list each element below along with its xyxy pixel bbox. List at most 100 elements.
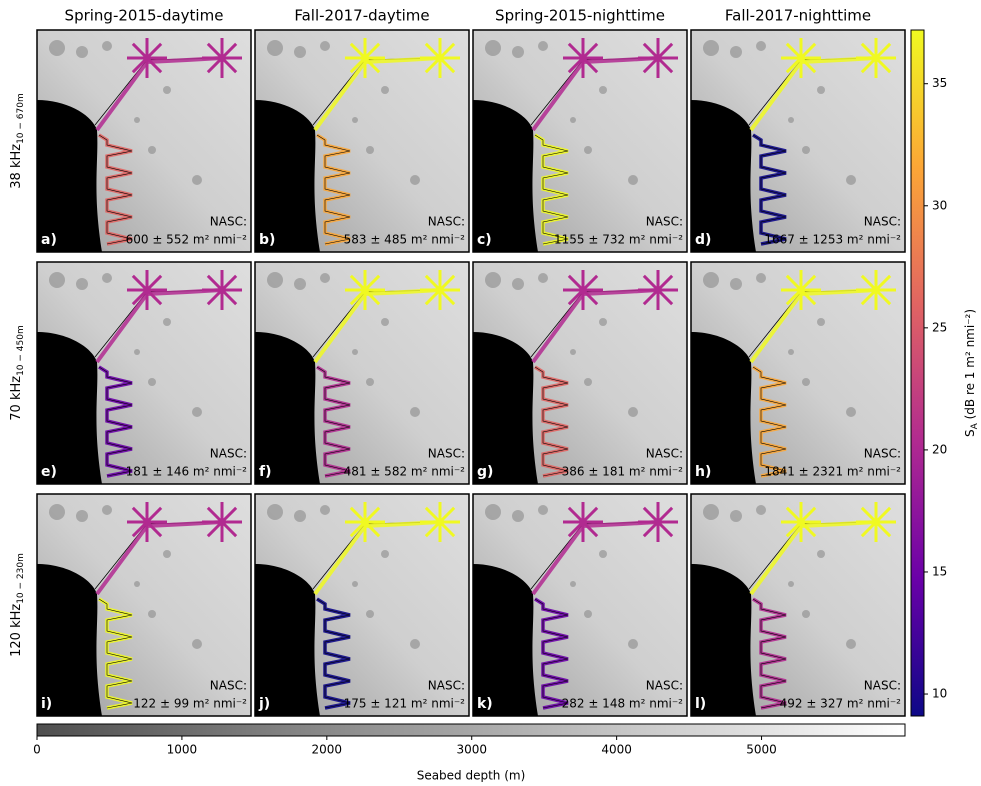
land: [691, 564, 756, 716]
map-panel: i)NASC:122 ± 99 m² nmi⁻²: [37, 494, 251, 716]
seamount: [846, 407, 856, 417]
seamount: [267, 504, 283, 520]
nasc-label: NASC:: [864, 679, 901, 693]
seamount: [730, 46, 742, 58]
seamount: [730, 278, 742, 290]
seamount: [163, 550, 171, 558]
seamount: [570, 117, 576, 123]
map-panel: e)NASC:181 ± 146 m² nmi⁻²: [37, 262, 251, 484]
colorbar-tick-label: 30: [932, 198, 947, 212]
seamount: [817, 318, 825, 326]
nasc-label: NASC:: [210, 215, 247, 229]
panel-letter: g): [477, 464, 493, 480]
seamount: [352, 117, 358, 123]
seamount: [320, 505, 330, 515]
panel-letter: e): [41, 464, 57, 480]
seamount: [102, 505, 112, 515]
nasc-value: 600 ± 552 m² nmi⁻²: [126, 233, 248, 247]
seamount: [148, 378, 156, 386]
seamount: [538, 273, 548, 283]
colorbar-tick-label: 35: [932, 76, 947, 90]
seamount: [267, 272, 283, 288]
seamount: [148, 610, 156, 618]
seamount: [538, 505, 548, 515]
seamount: [599, 318, 607, 326]
seamount: [599, 550, 607, 558]
row-label-main: 120 kHz: [9, 604, 24, 657]
seamount: [802, 610, 810, 618]
depth-tick-label: 2000: [312, 743, 343, 757]
land: [473, 100, 538, 252]
seamount: [599, 86, 607, 94]
seamount: [76, 46, 88, 58]
seamount: [485, 504, 501, 520]
seamount: [628, 175, 638, 185]
nasc-value: 583 ± 485 m² nmi⁻²: [344, 233, 466, 247]
colorbar-tick-label: 15: [932, 564, 947, 578]
seamount: [49, 504, 65, 520]
seamount: [730, 510, 742, 522]
row-label-main: 38 kHz: [9, 144, 24, 189]
seamount: [102, 41, 112, 51]
seamount: [628, 407, 638, 417]
figure: Spring-2015-daytimeFall-2017-daytimeSpri…: [0, 0, 981, 786]
land: [37, 564, 102, 716]
seamount: [584, 378, 592, 386]
seamount: [134, 117, 140, 123]
seamount: [76, 278, 88, 290]
row-label-main: 70 kHz: [9, 376, 24, 421]
depth-tick-label: 5000: [746, 743, 777, 757]
panel-letter: d): [695, 232, 711, 248]
seamount: [512, 46, 524, 58]
nasc-value: 181 ± 146 m² nmi⁻²: [126, 465, 248, 479]
seamount: [485, 272, 501, 288]
panel-letter: i): [41, 696, 52, 712]
seamount: [485, 40, 501, 56]
map-panel: h)NASC:1841 ± 2321 m² nmi⁻²: [691, 262, 905, 484]
seamount: [788, 117, 794, 123]
map-panel: j)NASC:175 ± 121 m² nmi⁻²: [255, 494, 469, 716]
row-label: 120 kHz10 − 230m: [9, 553, 26, 657]
map-panel: c)NASC:1155 ± 732 m² nmi⁻²: [473, 30, 687, 252]
seamount: [192, 407, 202, 417]
seamount: [134, 581, 140, 587]
colorbar-label-rest: (dB re 1 m² nmi⁻²): [963, 309, 977, 423]
panel-letter: h): [695, 464, 711, 480]
seamount: [49, 40, 65, 56]
seamount: [703, 272, 719, 288]
panel-letter: l): [695, 696, 706, 712]
seamount: [703, 504, 719, 520]
seamount: [381, 550, 389, 558]
seamount: [267, 40, 283, 56]
row-label-sub: 10 − 450m: [16, 325, 26, 376]
colorbar-tick-label: 25: [932, 320, 947, 334]
seamount: [628, 639, 638, 649]
seamount: [320, 273, 330, 283]
nasc-value: 386 ± 181 m² nmi⁻²: [562, 465, 684, 479]
map-panel: b)NASC:583 ± 485 m² nmi⁻²: [255, 30, 469, 252]
seamount: [352, 349, 358, 355]
seamount: [294, 46, 306, 58]
column-title: Fall-2017-nighttime: [725, 7, 871, 25]
colorbar-tick-label: 20: [932, 442, 947, 456]
seamount: [802, 146, 810, 154]
seamount: [320, 41, 330, 51]
seamount: [366, 610, 374, 618]
colorbar: [911, 30, 924, 716]
nasc-value: 175 ± 121 m² nmi⁻²: [344, 697, 466, 711]
panel-letter: a): [41, 232, 57, 248]
row-label: 70 kHz10 − 450m: [9, 325, 26, 420]
depth-bar: [37, 724, 905, 736]
map-panel: d)NASC:1667 ± 1253 m² nmi⁻²: [691, 30, 905, 252]
seamount: [352, 581, 358, 587]
seamount: [756, 41, 766, 51]
column-title: Fall-2017-daytime: [294, 7, 429, 25]
seamount: [570, 349, 576, 355]
seamount: [788, 581, 794, 587]
seamount: [192, 175, 202, 185]
seamount: [366, 146, 374, 154]
map-panel: f)NASC:481 ± 582 m² nmi⁻²: [255, 262, 469, 484]
map-panel: g)NASC:386 ± 181 m² nmi⁻²: [473, 262, 687, 484]
seamount: [802, 378, 810, 386]
seamount: [49, 272, 65, 288]
